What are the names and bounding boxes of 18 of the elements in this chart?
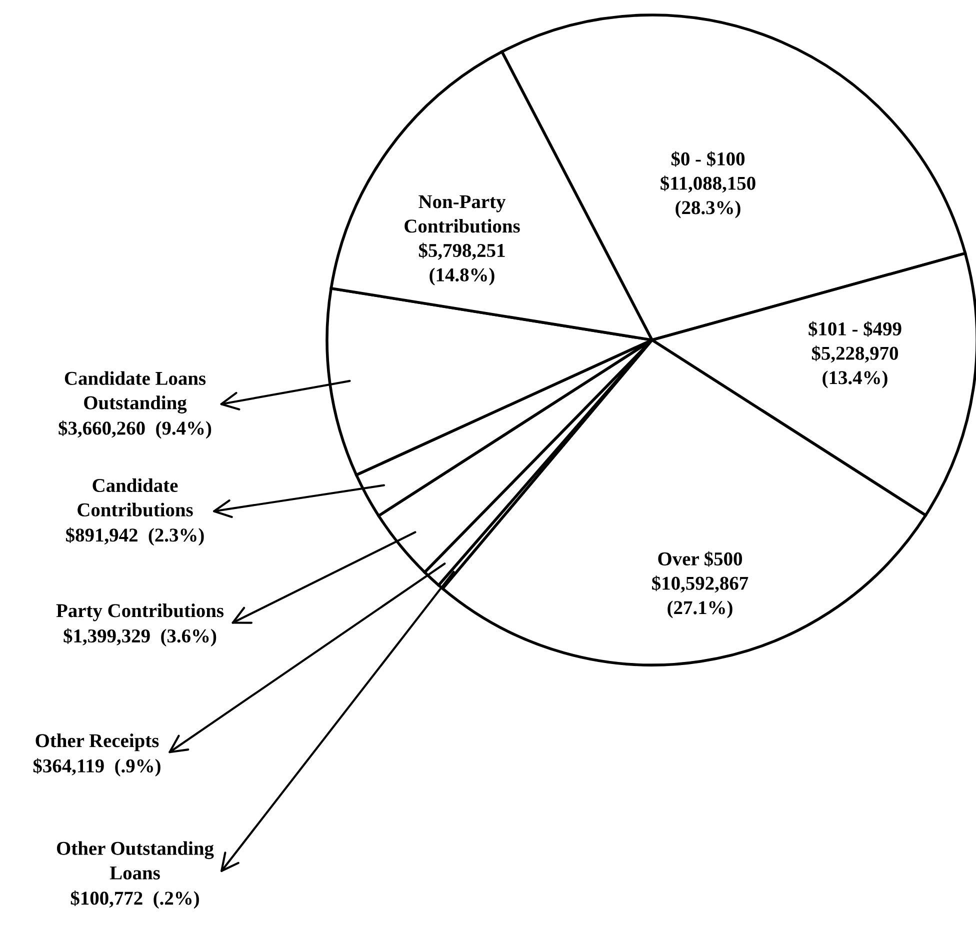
data-label: $891,942 (2.3%) [66, 527, 204, 546]
data-label: $1,399,329 (3.6%) [64, 628, 216, 646]
data-label: $100,772 (.2%) [70, 890, 199, 909]
data-label: $364,119 (.9%) [33, 758, 160, 776]
legend-label: Candidate Contributions [78, 478, 193, 516]
slice-label: $0 - $100 [671, 151, 745, 167]
slice-label: Non-Party Contributions [404, 195, 520, 233]
slice-label: Over $500 [658, 551, 742, 567]
legend-label: Other Outstanding Loans [56, 841, 214, 880]
data-label: $3,660,260 (9.4%) [58, 420, 212, 439]
slice-label: $101 - $499 [808, 321, 902, 337]
legend-label: Other Receipts [36, 734, 159, 752]
legend-label: Party Contributions [56, 604, 224, 622]
data-label: $5,228,970 (13.4%) [812, 346, 898, 388]
data-label: $10,592,867 (27.1%) [652, 576, 748, 618]
data-label: $5,798,251 (14.8%) [418, 242, 505, 286]
data-label: $11,088,150 (28.3%) [660, 176, 756, 218]
legend-label: Candidate Loans Outstanding [64, 371, 206, 414]
